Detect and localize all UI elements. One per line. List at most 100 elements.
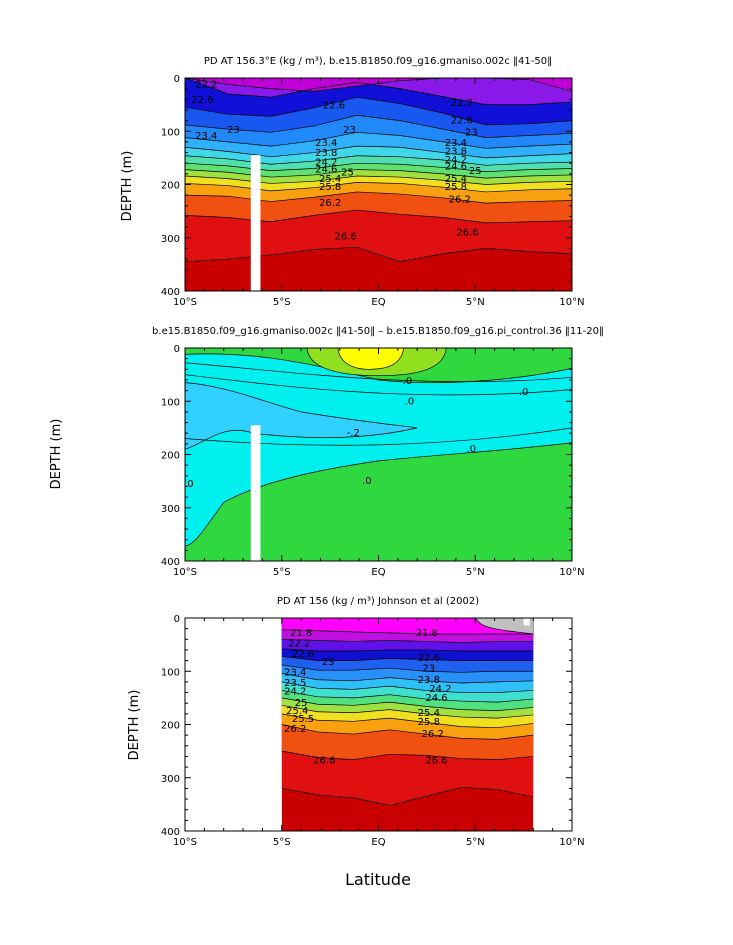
y-tick-label: 300	[161, 234, 180, 245]
y-tick-label: 0	[174, 614, 180, 625]
y-tick-label: 200	[161, 721, 180, 732]
contour-line-23.4	[281, 664, 534, 673]
contour-label: 26.2	[319, 198, 341, 209]
panel-2-field: .0 .0 .0 -.2 .0 .0 .0	[184, 348, 572, 561]
contour-label: 23.4	[284, 667, 306, 678]
contour-line-25.8	[281, 713, 534, 729]
y-tick-label: 100	[161, 667, 180, 678]
contour-line-23	[185, 114, 572, 138]
contour-line-26.6	[185, 209, 572, 224]
contour-line-22.2	[185, 78, 572, 105]
x-tick-label: 5°N	[466, 837, 485, 848]
panel-2: b.e15.B1850.f09_g16.gmaniso.002c ‖41-50‖…	[49, 326, 604, 578]
y-tick-label: 100	[161, 397, 180, 408]
contour-label: 26.6	[425, 756, 447, 767]
contour-line-23.4	[185, 131, 572, 149]
y-tick-label: 300	[161, 774, 180, 785]
contour-label: 25	[469, 166, 482, 177]
contour-label: 23.8	[418, 675, 440, 686]
panel-3: PD AT 156 (kg / m³) Johnson et al (2002)…	[127, 596, 585, 889]
anomaly-contour-line	[185, 374, 572, 396]
contour-label: 25.4	[445, 174, 467, 185]
y-tick-label: 100	[161, 127, 180, 138]
y-tick-label: 400	[161, 287, 180, 298]
contour-line-21.8	[281, 629, 534, 635]
contour-line-22.2	[281, 638, 534, 643]
contour-label: 23	[322, 657, 335, 668]
contour-label: 21.8	[290, 628, 312, 639]
contour-label: 23	[227, 125, 240, 136]
contour-label: 24.2	[445, 155, 467, 166]
missing-data-region	[474, 618, 534, 635]
anomaly-contour-line	[185, 427, 572, 446]
panel-3-x-axis-label: Latitude	[345, 870, 411, 889]
x-tick-label: EQ	[371, 837, 385, 848]
contour-label: 25.8	[319, 182, 341, 193]
x-tick-label: 10°S	[173, 837, 197, 848]
contour-label: 26.6	[313, 756, 335, 767]
contour-label: 25.8	[445, 182, 467, 193]
contour-label: 26.2	[422, 729, 444, 740]
contour-label: .0	[184, 479, 194, 490]
contour-label: 23.8	[445, 146, 467, 157]
panel-1: PD AT 156.3°E (kg / m³), b.e15.B1850.f09…	[120, 56, 585, 308]
anomaly-contour-line	[185, 362, 572, 383]
contour-label: 24.6	[445, 161, 467, 172]
anomaly-region-strong-positive-core	[337, 348, 405, 370]
x-tick-label: EQ	[371, 567, 385, 578]
contour-line-23.8	[281, 673, 534, 684]
contour-label: 23.4	[315, 138, 337, 149]
contour-label: .0	[519, 387, 529, 398]
contour-label: 26.6	[456, 227, 478, 238]
panel-2-axes: 10°S 5°S EQ 5°N 10°N 0 100 200 300 400	[161, 344, 585, 578]
contour-line-24.2	[281, 681, 534, 693]
contour-label: 22.6	[323, 101, 345, 112]
contour-label: 23.8	[315, 148, 337, 159]
contour-line-22.6	[185, 96, 572, 126]
masked-column	[250, 425, 261, 561]
x-tick-label: 5°S	[273, 297, 291, 308]
contour-label: 24.6	[425, 693, 447, 704]
y-tick-label: 400	[161, 557, 180, 568]
contour-label: 25.4	[319, 174, 341, 185]
contour-label: 24.2	[284, 686, 306, 697]
contour-label: .0	[403, 376, 413, 387]
contour-label: 23	[422, 664, 435, 675]
x-tick-label: 5°S	[273, 837, 291, 848]
density-band-21.8	[281, 618, 534, 634]
contour-line-26.2	[185, 191, 572, 204]
panel-3-field: 21.822.222.62323.423.524.22525.425.526.2…	[281, 618, 534, 831]
panel-3-axes: 10°S 5°S EQ 5°N 10°N 0 100 200 300 400	[161, 614, 585, 848]
y-tick-label: 400	[161, 827, 180, 838]
contour-line-25.4	[185, 175, 572, 185]
contour-label: 23	[465, 127, 478, 138]
contour-label: 22.2	[195, 79, 217, 90]
contour-label: 23.5	[284, 678, 306, 689]
x-tick-label: 10°N	[559, 837, 584, 848]
y-tick-label: 200	[161, 451, 180, 462]
panel-2-title: b.e15.B1850.f09_g16.gmaniso.002c ‖41-50‖…	[152, 326, 604, 337]
contour-label: 22.6	[418, 653, 440, 664]
contour-label: 21.8	[416, 628, 438, 639]
contour-line-27	[185, 246, 572, 263]
contour-label: 24.6	[315, 165, 337, 176]
x-tick-label: 5°N	[466, 297, 485, 308]
y-tick-label: 0	[174, 344, 180, 355]
masked-column	[250, 155, 261, 291]
panel-3-title: PD AT 156 (kg / m³) Johnson et al (2002)	[277, 596, 479, 607]
contour-line-23.8	[185, 145, 572, 159]
contour-label: 22.6	[191, 95, 213, 106]
x-tick-label: 10°S	[173, 567, 197, 578]
panel-2-y-axis-label: DEPTH (m)	[49, 419, 64, 490]
contour-label: 25	[295, 698, 308, 709]
contour-label: 25.8	[418, 717, 440, 728]
y-tick-label: 200	[161, 181, 180, 192]
contour-label: 24.2	[429, 684, 451, 695]
contour-label: 22.2	[451, 98, 473, 109]
panel-2-plot-area: .0 .0 .0 -.2 .0 .0 .0	[184, 348, 572, 561]
x-tick-label: 10°N	[559, 297, 584, 308]
contour-label: 24.2	[315, 158, 337, 169]
